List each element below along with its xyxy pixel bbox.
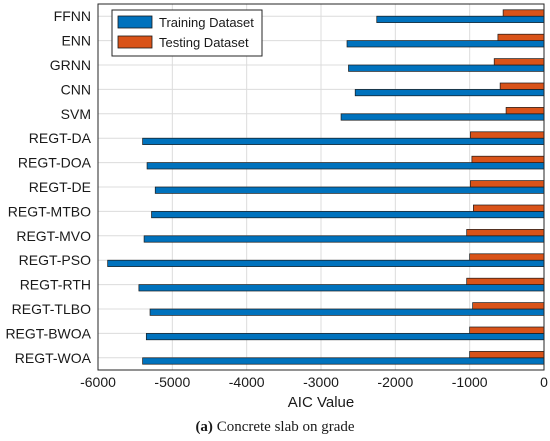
training-bar xyxy=(340,113,545,121)
caption-label: (a) xyxy=(195,419,213,435)
testing-bar xyxy=(469,351,545,359)
testing-bar xyxy=(471,155,545,163)
y-tick-label: ENN xyxy=(61,33,91,49)
testing-bar xyxy=(469,253,545,261)
y-tick-label: REGT-MVO xyxy=(16,228,91,244)
y-tick-labels: FFNN ENN GRNN CNN SVM REGT-DA REGT-DOA REGT-DE R… xyxy=(5,8,91,366)
legend-label-training: Training Dataset xyxy=(159,15,254,30)
x-axis-label: AIC Value xyxy=(288,394,354,411)
training-bar xyxy=(138,284,545,292)
y-tick-label: REGT-DOA xyxy=(18,155,92,171)
x-tick-label: -1000 xyxy=(452,374,488,390)
y-tick-label: REGT-MTBO xyxy=(8,203,91,219)
testing-bar xyxy=(497,33,545,41)
y-tick-label: REGT-DE xyxy=(29,179,91,195)
figure-caption: (a) Concrete slab on grade xyxy=(0,419,550,436)
x-tick-label: -2000 xyxy=(377,374,413,390)
testing-bar xyxy=(505,107,545,115)
x-tick-label: -3000 xyxy=(303,374,339,390)
testing-bar xyxy=(472,302,545,310)
testing-bar xyxy=(470,180,545,188)
x-tick-labels: -6000 -5000 -4000 -3000 -2000 -1000 0 xyxy=(80,374,548,390)
y-tick-label: REGT-PSO xyxy=(19,252,91,268)
y-tick-label: REGT-TLBO xyxy=(12,301,91,317)
testing-bar xyxy=(466,229,545,237)
training-bar xyxy=(154,186,545,194)
legend: Training Dataset Testing Dataset xyxy=(111,9,263,57)
x-tick-label: -4000 xyxy=(229,374,265,390)
y-tick-label: REGT-RTH xyxy=(20,277,91,293)
legend-swatch-testing xyxy=(117,35,153,49)
y-tick-label: FFNN xyxy=(54,8,91,24)
testing-bar xyxy=(469,326,545,334)
testing-bar xyxy=(499,82,545,90)
testing-bar xyxy=(493,58,545,66)
plot-frame xyxy=(97,3,545,371)
training-bar xyxy=(143,235,545,243)
y-tick-label: REGT-BWOA xyxy=(5,325,91,341)
training-bar xyxy=(354,89,545,97)
x-tick-label: -5000 xyxy=(154,374,190,390)
x-tick-label: 0 xyxy=(540,374,548,390)
y-tick-label: CNN xyxy=(61,81,91,97)
y-tick-label: GRNN xyxy=(50,57,91,73)
training-bar xyxy=(145,333,545,341)
testing-bar xyxy=(470,131,545,139)
training-bar xyxy=(376,15,545,23)
training-bar xyxy=(149,308,545,316)
testing-bar xyxy=(466,277,545,285)
y-tick-label: REGT-WOA xyxy=(15,350,92,366)
y-tick-label: SVM xyxy=(61,106,91,122)
testing-bar xyxy=(502,9,545,17)
training-bar xyxy=(142,137,545,145)
x-tick-label: -6000 xyxy=(80,374,116,390)
training-bar xyxy=(348,64,545,72)
testing-bar xyxy=(473,204,545,212)
legend-swatch-training xyxy=(117,15,153,29)
training-bar xyxy=(107,259,545,267)
legend-label-testing: Testing Dataset xyxy=(159,35,249,50)
training-bar xyxy=(146,162,545,170)
y-tick-label: REGT-DA xyxy=(29,130,92,146)
training-bar xyxy=(151,211,545,219)
training-bar xyxy=(346,40,545,48)
bars xyxy=(107,9,545,365)
caption-text: Concrete slab on grade xyxy=(216,419,355,435)
training-bar xyxy=(142,357,545,365)
